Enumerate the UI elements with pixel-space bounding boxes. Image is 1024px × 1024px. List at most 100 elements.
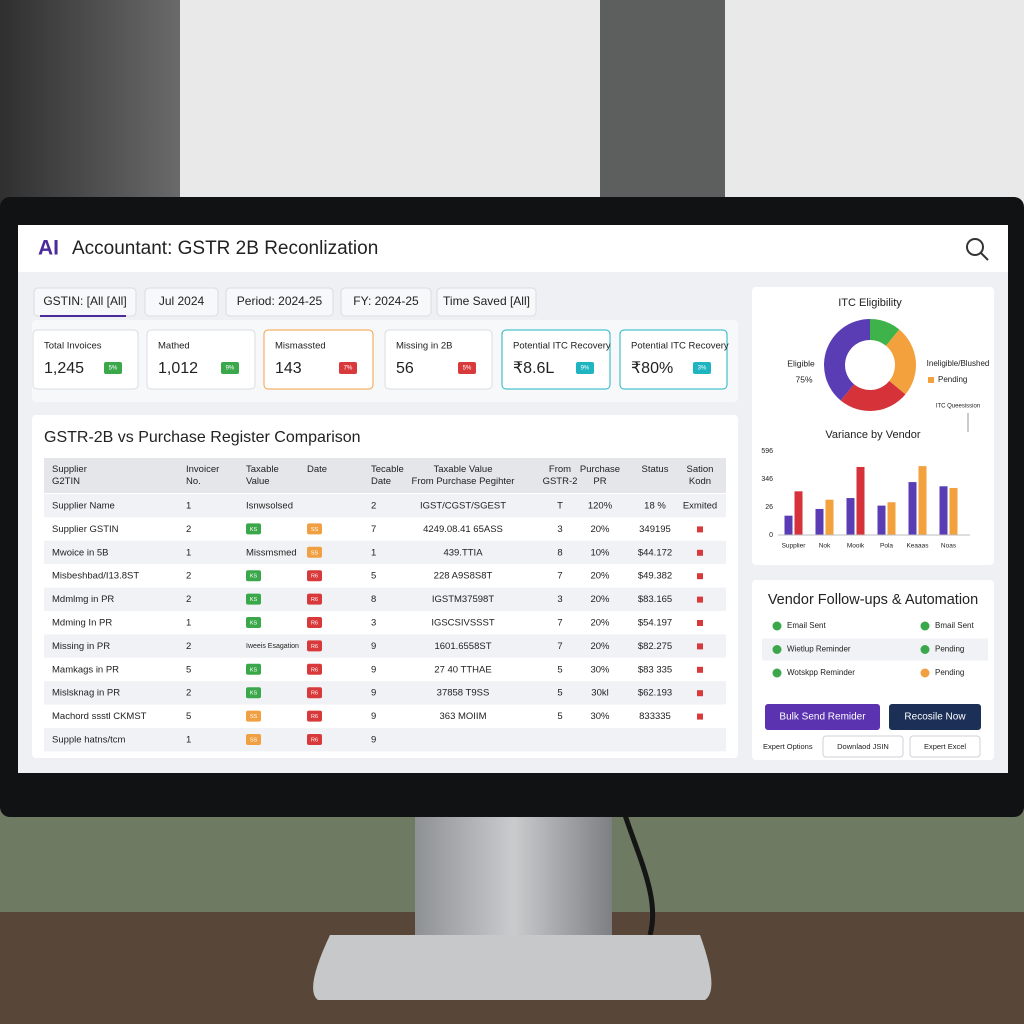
kpi-label: Mathed (158, 341, 190, 352)
action-button[interactable] (765, 704, 880, 730)
table-cell: 20% (590, 524, 610, 535)
table-cell: 20% (590, 641, 610, 652)
kpi-card (619, 329, 728, 390)
table-cell: 5 (186, 664, 191, 675)
action-button-label[interactable]: Bulk Send Remider (779, 712, 866, 723)
column-header-line: Invoicer (186, 464, 219, 475)
status-badge-text: KS (250, 691, 258, 697)
table-cell: 9 (371, 641, 376, 652)
kpi-card (501, 329, 611, 390)
filter-label: GSTIN: [All [All] (43, 294, 126, 308)
x-tick-label: Keaaas (906, 543, 929, 550)
filter-pill[interactable] (225, 287, 334, 317)
status-badge-text: SS (311, 550, 319, 556)
filter-pill[interactable] (340, 287, 432, 317)
x-tick-label: Nok (819, 543, 831, 550)
bar (784, 515, 793, 535)
status-badge-text: KS (250, 527, 258, 533)
table-cell: 2 (186, 524, 191, 535)
status-badge-text: R6 (311, 620, 318, 626)
table-cell: 30% (590, 711, 610, 722)
action-button-label[interactable]: Recosile Now (904, 712, 966, 723)
status-badge-text: R6 (311, 574, 318, 580)
table-cell: $82.275 (638, 641, 672, 652)
bar (794, 491, 803, 535)
kpi-badge-text: 5% (463, 366, 472, 372)
filter-pill[interactable] (436, 287, 537, 317)
table-cell: 10% (590, 547, 610, 558)
kpi-label: Total Invoices (44, 341, 102, 352)
table-cell: Exmited (683, 501, 717, 512)
row-flag (697, 549, 703, 556)
table-cell: Iweeis Esagation (246, 643, 299, 650)
kpi-value: ₹8.6L (513, 360, 554, 377)
table-cell: 8 (557, 547, 562, 558)
column-header-line: Date (371, 476, 391, 487)
filter-pill[interactable] (144, 287, 219, 317)
status-badge (307, 593, 322, 605)
search-icon[interactable] (966, 238, 989, 261)
table-cell: Supple hatns/tcm (52, 735, 125, 746)
table-cell: 30kl (591, 688, 608, 699)
followup-right: Pending (935, 645, 964, 654)
filter-label: Jul 2024 (159, 294, 205, 308)
y-axis-label: 26 (765, 504, 773, 511)
followup-left: Email Sent (787, 621, 826, 630)
table-cell: 2 (186, 571, 191, 582)
donut-label: Eligible (787, 358, 815, 368)
export-button[interactable] (909, 735, 981, 758)
table-cell: 2 (186, 641, 191, 652)
search-circle (966, 238, 984, 256)
kpi-card (32, 329, 139, 390)
table-cell: 7 (557, 641, 562, 652)
kpi-badge-text: 5% (109, 366, 118, 372)
kpi-badge-text: 9% (581, 366, 590, 372)
bar (949, 487, 958, 535)
status-badge-text: KS (250, 597, 258, 603)
column-header-line: Purchase (580, 464, 620, 475)
status-badge (307, 523, 322, 535)
export-button-label[interactable]: Downlaod JSIN (837, 742, 889, 751)
table-cell: 9 (371, 711, 376, 722)
cable (622, 814, 656, 936)
table-cell: 2 (186, 594, 191, 605)
row-flag (697, 690, 703, 697)
export-button-label[interactable]: Expert Excel (924, 742, 966, 751)
status-badge-text: SS (250, 737, 258, 743)
status-badge-text: R6 (311, 644, 318, 650)
kpi-badge-text: 9% (226, 366, 235, 372)
column-header: Taxable Value (246, 464, 279, 487)
table-cell: 1 (186, 735, 191, 746)
export-button[interactable] (822, 735, 904, 758)
followup-left: Wotskpp Reminder (787, 668, 855, 677)
status-badge-text: R6 (311, 597, 318, 603)
table-cell: 349195 (639, 524, 671, 535)
table-cell: 9 (371, 664, 376, 675)
table-row (44, 587, 726, 611)
x-tick-label: Pola (880, 543, 893, 550)
table-row (44, 540, 726, 565)
table-row (44, 704, 726, 728)
status-badge-text: R6 (311, 691, 318, 697)
bar (815, 508, 824, 535)
table-cell: IGST/CGST/SGEST (420, 501, 506, 512)
table-title: GSTR-2B vs Purchase Register Comparison (44, 429, 361, 446)
donut-note: ITC Queesission (936, 404, 980, 410)
table-cell: IGSTM37598T (432, 594, 494, 605)
app-header (18, 225, 1008, 272)
followup-right: Bmail Sent (935, 621, 974, 630)
table-cell: 7 (371, 524, 376, 535)
status-badge (246, 593, 261, 605)
status-badge (307, 710, 322, 722)
donut-slice (840, 380, 906, 411)
table-cell: 5 (557, 711, 562, 722)
status-badge-text: SS (250, 714, 258, 720)
bar (887, 502, 896, 535)
kpi-label: Mismassted (275, 341, 326, 352)
status-icon (772, 621, 782, 631)
column-header-line: Status (642, 464, 669, 475)
action-button[interactable] (889, 704, 981, 730)
kpi-badge (693, 362, 711, 374)
status-badge (307, 687, 322, 699)
